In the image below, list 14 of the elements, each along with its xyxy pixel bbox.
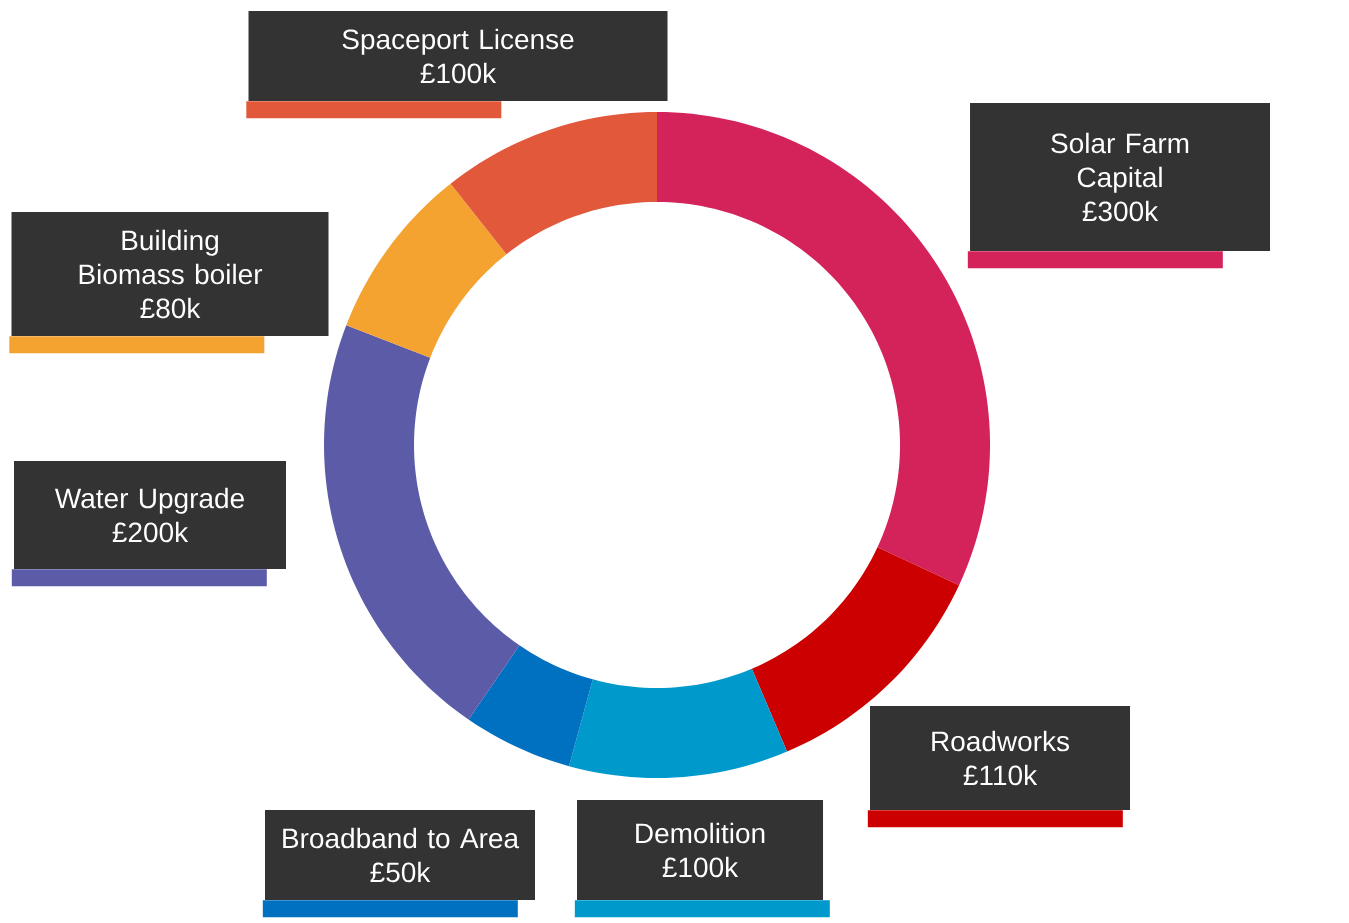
- slice-label: Roadworks: [932, 730, 1069, 752]
- slice-label: Demolition: [636, 822, 765, 844]
- data-label: £300k: [1082, 200, 1159, 222]
- data-label: £200k: [112, 521, 189, 543]
- slice-label: Broadband to Area: [283, 827, 520, 849]
- slice-label: Water Upgrade: [54, 487, 244, 514]
- data-label: £100k: [662, 856, 739, 878]
- data-label: £80k: [140, 297, 201, 319]
- slice-label: Spaceport License: [342, 28, 574, 55]
- slice-label: Building Biomass boiler: [79, 229, 263, 285]
- slice-label: Solar Farm Capital: [1051, 132, 1189, 193]
- data-label: £100k: [420, 62, 497, 84]
- data-label: £110k: [963, 764, 1038, 786]
- data-label: £50k: [370, 861, 431, 883]
